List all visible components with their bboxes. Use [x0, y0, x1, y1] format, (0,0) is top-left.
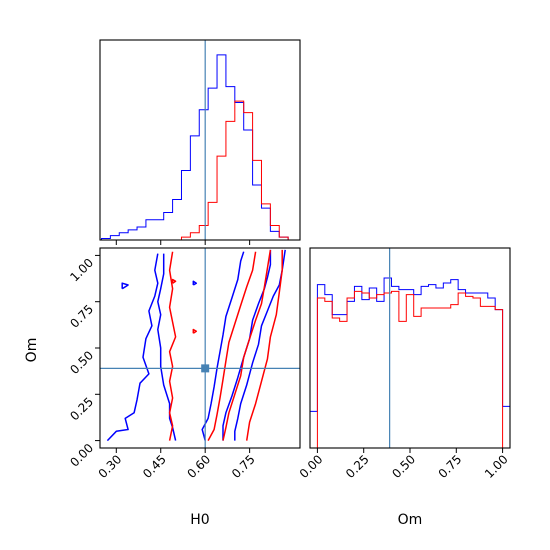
contour-red-2	[222, 249, 272, 441]
h0-histogram-red	[101, 100, 289, 241]
om-x-tick-label: 1.00	[482, 452, 511, 481]
om-y-tick-label: 0.75	[67, 302, 96, 331]
contour-red-1	[207, 251, 257, 441]
om-y-tick-label: 0.50	[67, 348, 96, 377]
h0-x-tick-label: 0.75	[229, 452, 258, 481]
contour-blue-0	[106, 253, 159, 442]
om-x-tick-label: 0.00	[297, 452, 326, 481]
om-x-tick-label: 0.75	[436, 452, 465, 481]
h0-histogram-panel	[99, 39, 301, 245]
om-x-tick-label: 0.25	[343, 452, 372, 481]
contour-blue-4	[234, 249, 286, 441]
contour-red-3	[245, 249, 283, 441]
h0-x-tick-label: 0.45	[140, 452, 169, 481]
om-histogram-panel: 0.00 0.25 0.50 0.75 1.00	[297, 247, 511, 481]
h0-axis-label: H0	[190, 512, 209, 528]
om-histogram-frame	[309, 247, 511, 449]
om-histogram-red	[310, 290, 510, 449]
contour-blue-6	[192, 280, 198, 286]
truth-marker	[201, 364, 210, 373]
om-y-tick-label: 0.25	[67, 395, 96, 424]
om-histogram-blue	[309, 277, 511, 448]
joint-frame	[99, 247, 301, 449]
h0-histogram-blue	[100, 54, 289, 240]
om-axis-label: Om	[398, 512, 423, 528]
contour-red-5	[171, 278, 177, 284]
h0-om-contour-panel: 0.30 0.45 0.60 0.75 0.00 0.25 0.50 0.75 1.00	[67, 247, 301, 481]
contour-blue-2	[201, 251, 245, 441]
om-y-axis-label: Om	[24, 338, 40, 363]
om-x-tick-label: 0.50	[389, 452, 418, 481]
contour-red-0	[168, 251, 177, 441]
om-y-tick-label: 0.00	[67, 441, 96, 470]
h0-x-tick-label: 0.60	[185, 452, 214, 481]
h0-x-tick-label: 0.30	[96, 452, 125, 481]
contour-blue-3	[222, 249, 272, 441]
contour-red-4	[192, 328, 198, 334]
contour-blue-5	[121, 282, 129, 290]
h0-histogram-frame	[99, 39, 301, 241]
om-y-tick-label: 1.00	[67, 256, 96, 285]
contour-blue-1	[157, 253, 177, 441]
